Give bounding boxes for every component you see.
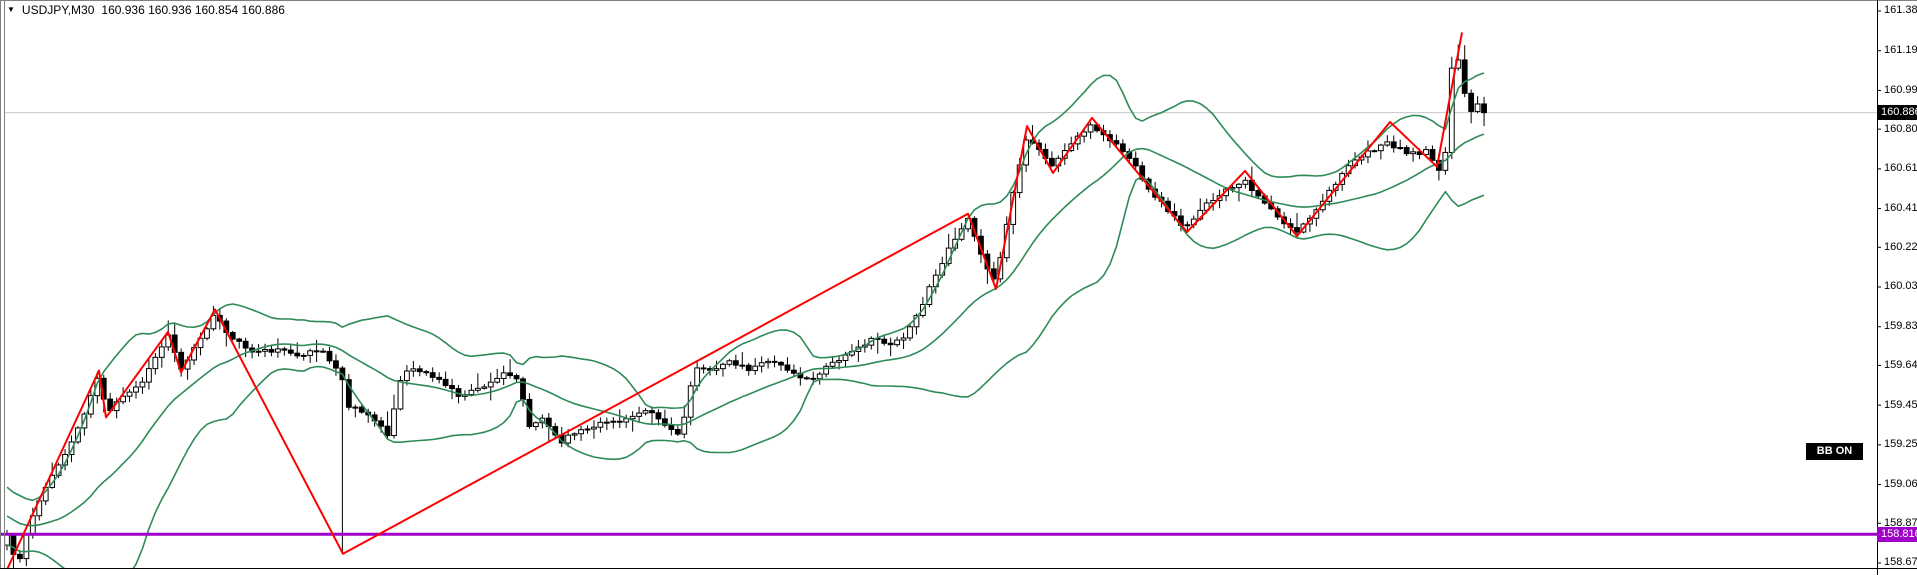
axis-price-label: 160.805: [1884, 122, 1917, 135]
axis-price-label: 160.610: [1884, 162, 1917, 175]
axis-price-label: 160.225: [1884, 240, 1917, 253]
purple-level-badge: 158.816: [1877, 527, 1917, 542]
axis-price-label: 159.255: [1884, 438, 1917, 451]
symbol-dropdown-icon[interactable]: ▼: [7, 5, 15, 14]
price-axis[interactable]: 161.385 161.190 160.995 160.805 160.610 160.4…: [1884, 0, 1917, 575]
axis-price-label: 160.030: [1884, 280, 1917, 293]
bb-toggle-button[interactable]: BB ON: [1806, 443, 1863, 460]
axis-price-label: 159.060: [1884, 478, 1917, 491]
axis-price-label: 160.415: [1884, 202, 1917, 215]
axis-price-label: 160.995: [1884, 83, 1917, 96]
current-price-badge: 160.886: [1877, 105, 1917, 120]
ohlc-values: 160.936 160.936 160.854 160.886: [101, 2, 285, 17]
chart-header: ▼ USDJPY,M30 160.936 160.936 160.854 160.8…: [7, 2, 285, 17]
axis-price-label: 161.385: [1884, 4, 1917, 17]
symbol-label: USDJPY,M30: [21, 2, 95, 17]
axis-price-label: 159.450: [1884, 398, 1917, 411]
axis-price-label: 161.190: [1884, 44, 1917, 57]
axis-price-label: 159.645: [1884, 358, 1917, 371]
axis-price-label: 159.835: [1884, 320, 1917, 333]
axis-price-label: 158.870: [1884, 516, 1917, 529]
axis-price-label: 158.675: [1884, 556, 1917, 569]
